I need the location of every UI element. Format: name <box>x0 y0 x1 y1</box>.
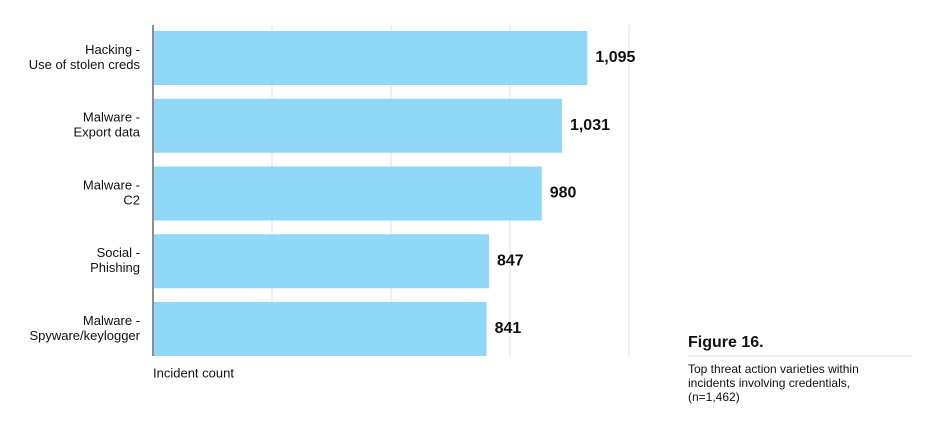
value-label: 847 <box>497 252 524 269</box>
y-tick-label: Malware - <box>83 177 140 192</box>
y-tick-label: Phishing <box>90 260 140 275</box>
bar <box>154 302 487 356</box>
bar <box>154 98 562 153</box>
y-tick-label: C2 <box>123 192 140 207</box>
figure-label: Figure 16. <box>688 334 764 351</box>
value-label: 1,031 <box>570 117 610 134</box>
y-tick-label: Spyware/keylogger <box>29 328 140 343</box>
value-label: 1,095 <box>595 49 635 66</box>
bar <box>154 234 489 289</box>
bar <box>154 166 542 221</box>
y-tick-label: Hacking - <box>85 42 140 57</box>
y-tick-label: Social - <box>97 245 140 260</box>
bar <box>154 31 588 85</box>
value-label: 841 <box>495 320 522 337</box>
caption-line: (n=1,462) <box>688 390 740 404</box>
y-tick-label: Malware - <box>83 313 140 328</box>
caption-line: incidents involving credentials, <box>688 376 850 390</box>
x-axis-label: Incident count <box>153 365 234 380</box>
y-tick-label: Malware - <box>83 110 140 125</box>
y-tick-label: Export data <box>74 125 141 140</box>
y-tick-label: Use of stolen creds <box>29 57 141 72</box>
caption-line: Top threat action varieties within <box>688 362 859 376</box>
value-label: 980 <box>550 185 577 202</box>
